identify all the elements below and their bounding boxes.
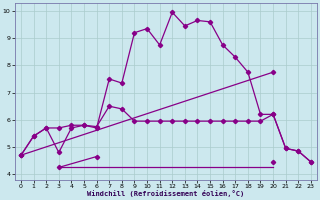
X-axis label: Windchill (Refroidissement éolien,°C): Windchill (Refroidissement éolien,°C): [87, 190, 244, 197]
